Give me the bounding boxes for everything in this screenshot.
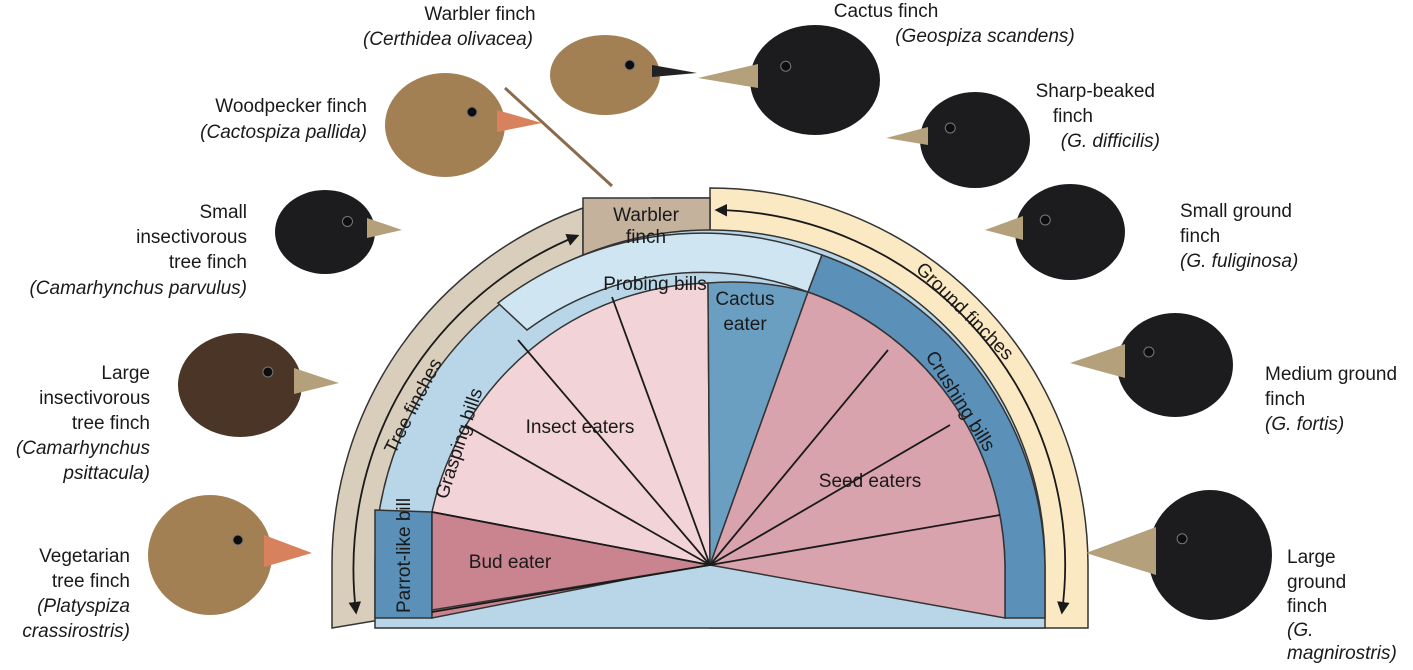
medium-ground-name-2: finch bbox=[1265, 389, 1305, 410]
small-insectivorous-eye bbox=[342, 216, 353, 227]
medium-ground-beak bbox=[1070, 344, 1125, 378]
vegetarian-sci-1: (Platyspiza bbox=[37, 596, 130, 617]
medium-ground-eye bbox=[1143, 346, 1155, 358]
medium-ground-finch-head bbox=[1070, 313, 1233, 417]
small-ground-eye bbox=[1039, 214, 1051, 226]
bud-eater-label: Bud eater bbox=[469, 552, 552, 573]
large-insectivorous-head-shape bbox=[178, 333, 302, 437]
woodpecker-beak bbox=[497, 110, 542, 132]
small-ground-sci: (G. fuliginosa) bbox=[1180, 251, 1298, 272]
small-ground-name-1: Small ground bbox=[1180, 201, 1292, 222]
warbler-name: Warbler finch bbox=[424, 4, 535, 25]
large-ground-name-1: Large bbox=[1287, 547, 1336, 568]
large-ground-sci-1: (G. bbox=[1287, 620, 1313, 641]
warbler-finch-head bbox=[550, 35, 697, 115]
cactus-name: Cactus finch bbox=[834, 1, 939, 22]
sharp-beaked-name-1: Sharp-beaked bbox=[1036, 81, 1155, 102]
vegetarian-finch-head bbox=[148, 495, 312, 615]
vegetarian-name-2: tree finch bbox=[52, 571, 130, 592]
sharp-beaked-finch-head bbox=[886, 92, 1030, 188]
large-insectivorous-name-1: Large bbox=[101, 363, 150, 384]
woodpecker-eye bbox=[466, 106, 478, 118]
warbler-box-line-2: finch bbox=[626, 227, 666, 248]
warbler-box-line-1: Warbler bbox=[613, 205, 679, 226]
warbler-beak bbox=[652, 65, 697, 77]
vegetarian-name-1: Vegetarian bbox=[39, 546, 130, 567]
small-ground-name-2: finch bbox=[1180, 226, 1220, 247]
small-insectivorous-sci: (Camarhynchus parvulus) bbox=[29, 278, 247, 299]
small-ground-finch-head bbox=[985, 184, 1125, 280]
sharp-beaked-eye bbox=[944, 122, 956, 134]
cactus-eater-line-2: eater bbox=[723, 314, 767, 335]
seed-eaters-label: Seed eaters bbox=[819, 471, 921, 492]
small-insectivorous-name-2: insectivorous bbox=[136, 227, 247, 248]
tree-finches-arrow bbox=[348, 233, 580, 615]
cactus-eater-line-1: Cactus bbox=[715, 289, 774, 310]
medium-ground-head-shape bbox=[1117, 313, 1233, 417]
large-insectivorous-sci-2: psittacula) bbox=[62, 463, 150, 484]
warbler-eye bbox=[624, 59, 636, 71]
large-insectivorous-beak bbox=[294, 368, 339, 394]
sharp-beaked-name-2: finch bbox=[1053, 106, 1093, 127]
probing-bills-label: Probing bills bbox=[603, 274, 707, 295]
woodpecker-cactus-spine bbox=[503, 86, 614, 188]
large-ground-eye bbox=[1176, 533, 1188, 545]
sharp-beaked-sci: (G. difficilis) bbox=[1061, 131, 1160, 152]
large-ground-sci-2: magnirostris) bbox=[1287, 643, 1397, 664]
insect-eaters-label: Insect eaters bbox=[526, 417, 635, 438]
sharp-beaked-beak bbox=[886, 127, 928, 145]
medium-ground-name-1: Medium ground bbox=[1265, 364, 1397, 385]
small-insectivorous-name-1: Small bbox=[199, 202, 247, 223]
woodpecker-name: Woodpecker finch bbox=[215, 96, 367, 117]
cactus-beak bbox=[698, 64, 758, 88]
large-insectivorous-eye bbox=[262, 366, 274, 378]
woodpecker-finch-head bbox=[385, 73, 542, 177]
small-insectivorous-beak bbox=[367, 218, 402, 238]
small-insectivorous-finch-head bbox=[275, 190, 402, 274]
cactus-sci: (Geospiza scandens) bbox=[895, 26, 1075, 47]
vegetarian-head-shape bbox=[148, 495, 272, 615]
large-insectivorous-name-3: tree finch bbox=[72, 413, 150, 434]
large-ground-name-2: ground bbox=[1287, 572, 1346, 593]
medium-ground-sci: (G. fortis) bbox=[1265, 414, 1344, 435]
parrot-bill-label: Parrot-like bill bbox=[394, 498, 415, 613]
species-labels: Warbler finch (Certhidea olivacea) Woodp… bbox=[16, 1, 1397, 664]
large-ground-name-3: finch bbox=[1287, 596, 1327, 617]
cactus-head-shape bbox=[750, 25, 880, 135]
large-insectivorous-name-2: insectivorous bbox=[39, 388, 150, 409]
small-insectivorous-name-3: tree finch bbox=[169, 252, 247, 273]
woodpecker-head-shape bbox=[385, 73, 505, 177]
cactus-eye bbox=[780, 60, 792, 72]
large-ground-head-shape bbox=[1148, 490, 1272, 620]
cactus-finch-head bbox=[698, 25, 880, 135]
small-ground-head-shape bbox=[1015, 184, 1125, 280]
large-insectivorous-finch-head bbox=[178, 333, 339, 437]
sharp-beaked-head-shape bbox=[920, 92, 1030, 188]
small-insectivorous-head-shape bbox=[275, 190, 375, 274]
large-insectivorous-sci-1: (Camarhynchus bbox=[16, 438, 151, 459]
ground-finches-arrow bbox=[714, 203, 1070, 615]
vegetarian-beak bbox=[264, 535, 312, 567]
large-ground-finch-head bbox=[1086, 490, 1272, 620]
woodpecker-sci: (Cactospiza pallida) bbox=[200, 122, 367, 143]
bird-heads bbox=[148, 25, 1272, 620]
warbler-head-shape bbox=[550, 35, 660, 115]
small-ground-beak bbox=[985, 216, 1023, 240]
warbler-sci: (Certhidea olivacea) bbox=[363, 29, 533, 50]
large-ground-beak bbox=[1086, 527, 1156, 575]
vegetarian-eye bbox=[232, 534, 244, 546]
vegetarian-sci-2: crassirostris) bbox=[22, 621, 130, 642]
